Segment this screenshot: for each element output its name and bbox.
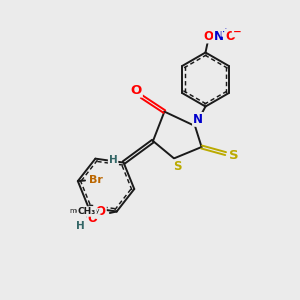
Text: H: H — [76, 220, 85, 230]
Text: methoxy: methoxy — [70, 208, 100, 214]
Text: S: S — [173, 160, 181, 173]
Text: CH₃: CH₃ — [78, 207, 96, 216]
Text: O: O — [130, 83, 142, 97]
Text: O: O — [87, 212, 98, 224]
Text: O: O — [225, 29, 235, 43]
Text: O: O — [203, 29, 213, 43]
Text: H: H — [109, 155, 118, 165]
Text: +: + — [222, 27, 230, 36]
Text: S: S — [229, 148, 239, 162]
Text: N: N — [193, 113, 203, 126]
Text: O: O — [96, 205, 106, 218]
Text: Br: Br — [89, 176, 103, 185]
Text: −: − — [232, 26, 242, 37]
Text: N: N — [214, 29, 224, 43]
